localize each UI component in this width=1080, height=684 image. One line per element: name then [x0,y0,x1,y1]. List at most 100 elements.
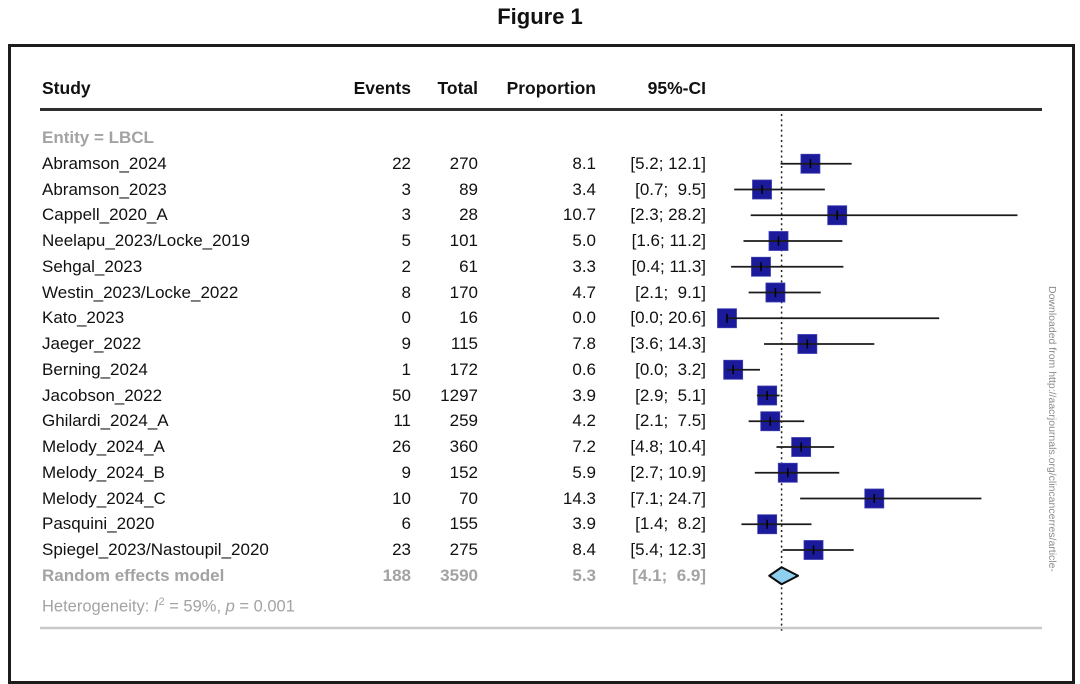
events-value: 6 [401,514,411,534]
ci-value: [0.4; 11.3] [631,256,706,276]
proportion-value: 8.1 [572,153,596,173]
i-squared-sup: 2 [158,596,165,608]
i-squared-symbol: I [153,597,159,616]
heterogeneity-suffix: = 0.001 [234,597,295,616]
proportion-value: 5.9 [572,462,596,482]
table-row: Berning_2024 1 172 0.6 [0.0; 3.2] [0,360,1080,380]
column-header-total: Total [437,78,478,98]
ci-value: [2.1; 9.1] [635,282,706,302]
ci-value: [1.6; 11.2] [631,231,706,250]
proportion-value: 3.4 [572,179,596,199]
table-row: Pasquini_2020 6 155 3.9 [1.4; 8.2] [0,514,1080,534]
events-value: 10 [392,488,411,508]
column-header-events: Events [353,78,411,98]
heterogeneity-prefix: Heterogeneity: [42,597,154,616]
study-label: Ghilardi_2024_A [42,411,169,431]
table-row: Ghilardi_2024_A 11 259 4.2 [2.1; 7.5] [0,411,1080,431]
ci-value: [1.4; 8.2] [635,514,706,534]
study-label: Pasquini_2020 [42,514,155,534]
events-value: 9 [401,334,411,353]
study-label: Jaeger_2022 [42,334,142,353]
events-value: 8 [401,282,411,302]
events-value: 3 [401,205,411,225]
proportion-value: 3.9 [572,514,596,534]
group-label-row: Entity = LBCL [0,128,1080,148]
total-value: 61 [459,256,478,276]
study-label: Neelapu_2023/Locke_2019 [42,231,250,250]
events-value: 26 [392,437,411,456]
study-label: Spiegel_2023/Nastoupil_2020 [42,540,269,559]
proportion-value: 14.3 [562,488,596,508]
study-label: Berning_2024 [42,359,148,379]
proportion-value: 10.7 [562,205,596,225]
ci-value: [2.1; 7.5] [635,411,706,431]
study-label: Abramson_2023 [42,179,167,199]
study-label: Melody_2024_B [42,462,165,482]
events-value: 0 [401,308,411,328]
ci-value: [2.9; 5.1] [635,385,706,405]
ci-value: [0.7; 9.5] [635,179,706,199]
table-row: Neelapu_2023/Locke_2019 5 101 5.0 [1.6; 11.2… [0,231,1080,251]
table-row: Abramson_2024 22 270 8.1 [5.2; 12.1] [0,154,1080,174]
table-row: Jaeger_2022 9 115 7.8 [3.6; 14.3] [0,334,1080,354]
events-value: 188 [382,565,411,585]
heterogeneity-note: Heterogeneity: I2 = 59%, p = 0.001 [42,591,295,616]
study-label: Sehgal_2023 [42,256,143,276]
proportion-value: 5.3 [572,565,596,585]
ci-value: [4.1; 6.9] [632,565,706,585]
proportion-value: 7.8 [572,334,596,353]
ci-value: [3.6; 14.3] [630,334,706,353]
total-value: 275 [449,540,478,559]
study-label: Abramson_2024 [42,153,167,173]
events-value: 3 [401,179,411,199]
table-row: Cappell_2020_A 3 28 10.7 [2.3; 28.2] [0,205,1080,225]
total-value: 360 [449,437,478,456]
table-row: Jacobson_2022 50 1297 3.9 [2.9; 5.1] [0,386,1080,406]
total-value: 101 [449,231,478,250]
column-header-study: Study [42,78,91,98]
header-rule [40,108,1042,111]
p-symbol: p [225,597,235,616]
proportion-value: 0.0 [572,308,596,328]
study-label: Cappell_2020_A [42,205,168,225]
proportion-value: 4.7 [572,282,596,302]
events-value: 22 [392,153,411,173]
ci-value: [5.2; 12.1] [630,153,706,173]
total-value: 155 [449,514,478,534]
ci-value: [0.0; 3.2] [635,359,706,379]
table-row: Sehgal_2023 2 61 3.3 [0.4; 11.3] [0,257,1080,277]
proportion-value: 3.9 [572,385,596,405]
total-value: 28 [459,205,478,225]
study-label: Melody_2024_A [42,437,165,456]
table-row: Melody_2024_C 10 70 14.3 [7.1; 24.7] [0,489,1080,509]
total-value: 152 [449,462,478,482]
proportion-value: 4.2 [572,411,596,431]
total-value: 89 [459,179,478,199]
table-row: Melody_2024_A 26 360 7.2 [4.8; 10.4] [0,437,1080,457]
table-row: Melody_2024_B 9 152 5.9 [2.7; 10.9] [0,463,1080,483]
table-row: Spiegel_2023/Nastoupil_2020 23 275 8.4 [5.4;… [0,540,1080,560]
ci-value: [0.0; 20.6] [630,308,706,328]
table-row: Westin_2023/Locke_2022 8 170 4.7 [2.1; 9.1] [0,283,1080,303]
column-header-proportion: Proportion [506,78,596,98]
table-row: Kato_2023 0 16 0.0 [0.0; 20.6] [0,308,1080,328]
total-value: 270 [449,153,478,173]
ci-value: [5.4; 12.3] [630,540,706,559]
proportion-value: 3.3 [572,256,596,276]
ci-value: [2.7; 10.9] [630,462,706,482]
ci-value: [7.1; 24.7] [630,488,706,508]
total-value: 16 [459,308,478,328]
proportion-value: 8.4 [572,540,596,559]
ci-value: [2.3; 28.2] [630,205,706,225]
ci-value: [4.8; 10.4] [630,437,706,456]
heterogeneity-mid: = 59%, [164,597,226,616]
download-watermark: Downloaded from http://aacrjournals.org/… [1046,286,1058,572]
study-label: Jacobson_2022 [42,385,163,405]
events-value: 9 [401,462,411,482]
study-label: Melody_2024_C [42,488,166,508]
study-label: Westin_2023/Locke_2022 [42,282,239,302]
proportion-value: 5.0 [572,231,596,250]
total-value: 3590 [440,565,478,585]
proportion-value: 7.2 [572,437,596,456]
table-row: Abramson_2023 3 89 3.4 [0.7; 9.5] [0,180,1080,200]
